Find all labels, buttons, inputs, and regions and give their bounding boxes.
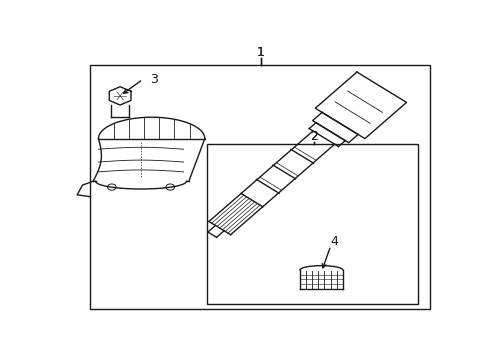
- Text: 1: 1: [257, 46, 265, 59]
- Bar: [90, 66, 430, 309]
- Text: 1: 1: [257, 46, 265, 59]
- Text: 2: 2: [310, 130, 318, 143]
- Text: 4: 4: [331, 235, 339, 248]
- Text: 3: 3: [150, 73, 158, 86]
- Bar: [207, 144, 418, 304]
- Text: 2: 2: [310, 130, 318, 143]
